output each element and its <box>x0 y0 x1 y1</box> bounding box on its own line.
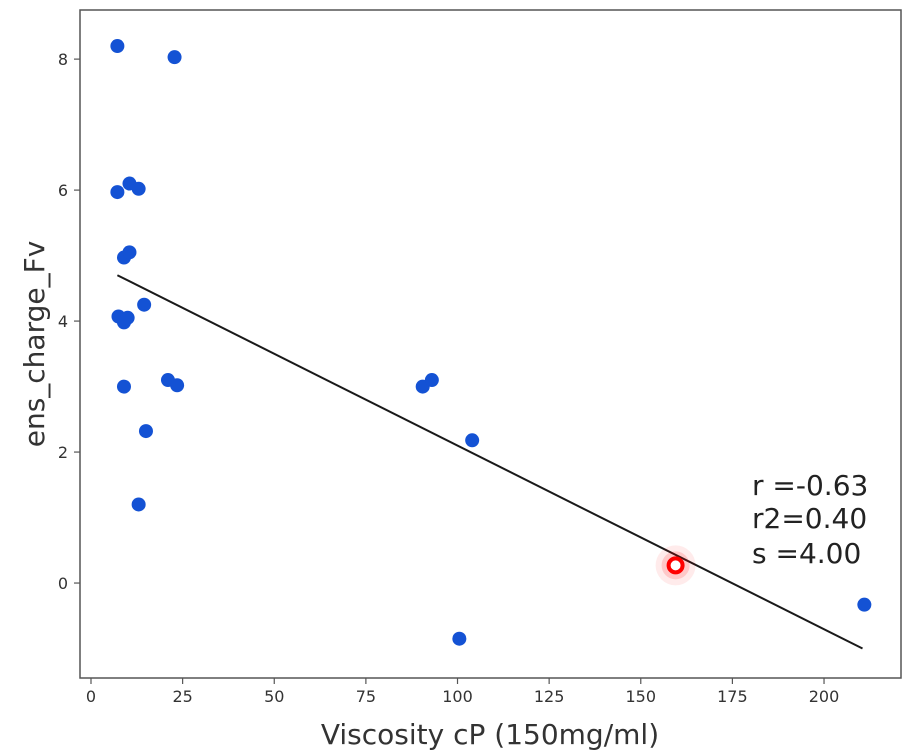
data-point <box>137 297 152 312</box>
y-tick-label: 0 <box>58 574 68 593</box>
data-point <box>424 373 439 388</box>
regression-line <box>116 274 863 650</box>
x-tick-label: 50 <box>264 687 284 706</box>
y-axis-label: ens_charge_Fv <box>18 241 51 448</box>
data-point <box>465 433 480 448</box>
x-tick-label: 175 <box>717 687 748 706</box>
annotation-r2: r2=0.40 <box>752 502 867 535</box>
x-tick-label: 100 <box>442 687 473 706</box>
x-tick-label: 125 <box>534 687 565 706</box>
data-point <box>116 379 131 394</box>
data-point <box>110 39 125 54</box>
data-point <box>452 631 467 646</box>
annotation-s: s =4.00 <box>752 537 861 570</box>
x-axis-ticks: 0 25 50 75 100 125 150 175 200 <box>86 678 839 706</box>
x-tick-label: 25 <box>172 687 192 706</box>
x-tick-label: 75 <box>356 687 376 706</box>
x-tick-label: 200 <box>809 687 840 706</box>
data-point <box>122 245 137 260</box>
x-tick-label: 150 <box>625 687 656 706</box>
data-point <box>120 310 135 325</box>
x-tick-label: 0 <box>86 687 96 706</box>
plot-frame <box>79 9 902 679</box>
x-axis-label: Viscosity cP (150mg/ml) <box>321 718 659 751</box>
y-tick-label: 4 <box>58 312 68 331</box>
data-point <box>138 424 153 439</box>
y-tick-label: 2 <box>58 443 68 462</box>
highlight-ring <box>666 556 685 575</box>
data-point <box>170 378 185 393</box>
y-tick-label: 8 <box>58 50 68 69</box>
data-point <box>857 597 872 612</box>
highlighted-point <box>655 545 696 586</box>
y-axis-ticks: 0 2 4 6 8 <box>58 50 80 593</box>
data-point <box>131 497 146 512</box>
y-tick-label: 6 <box>58 181 68 200</box>
data-point <box>167 50 182 65</box>
data-point <box>131 181 146 196</box>
annotation-r: r =-0.63 <box>752 469 868 502</box>
data-point <box>110 185 125 200</box>
data-points <box>110 39 872 646</box>
